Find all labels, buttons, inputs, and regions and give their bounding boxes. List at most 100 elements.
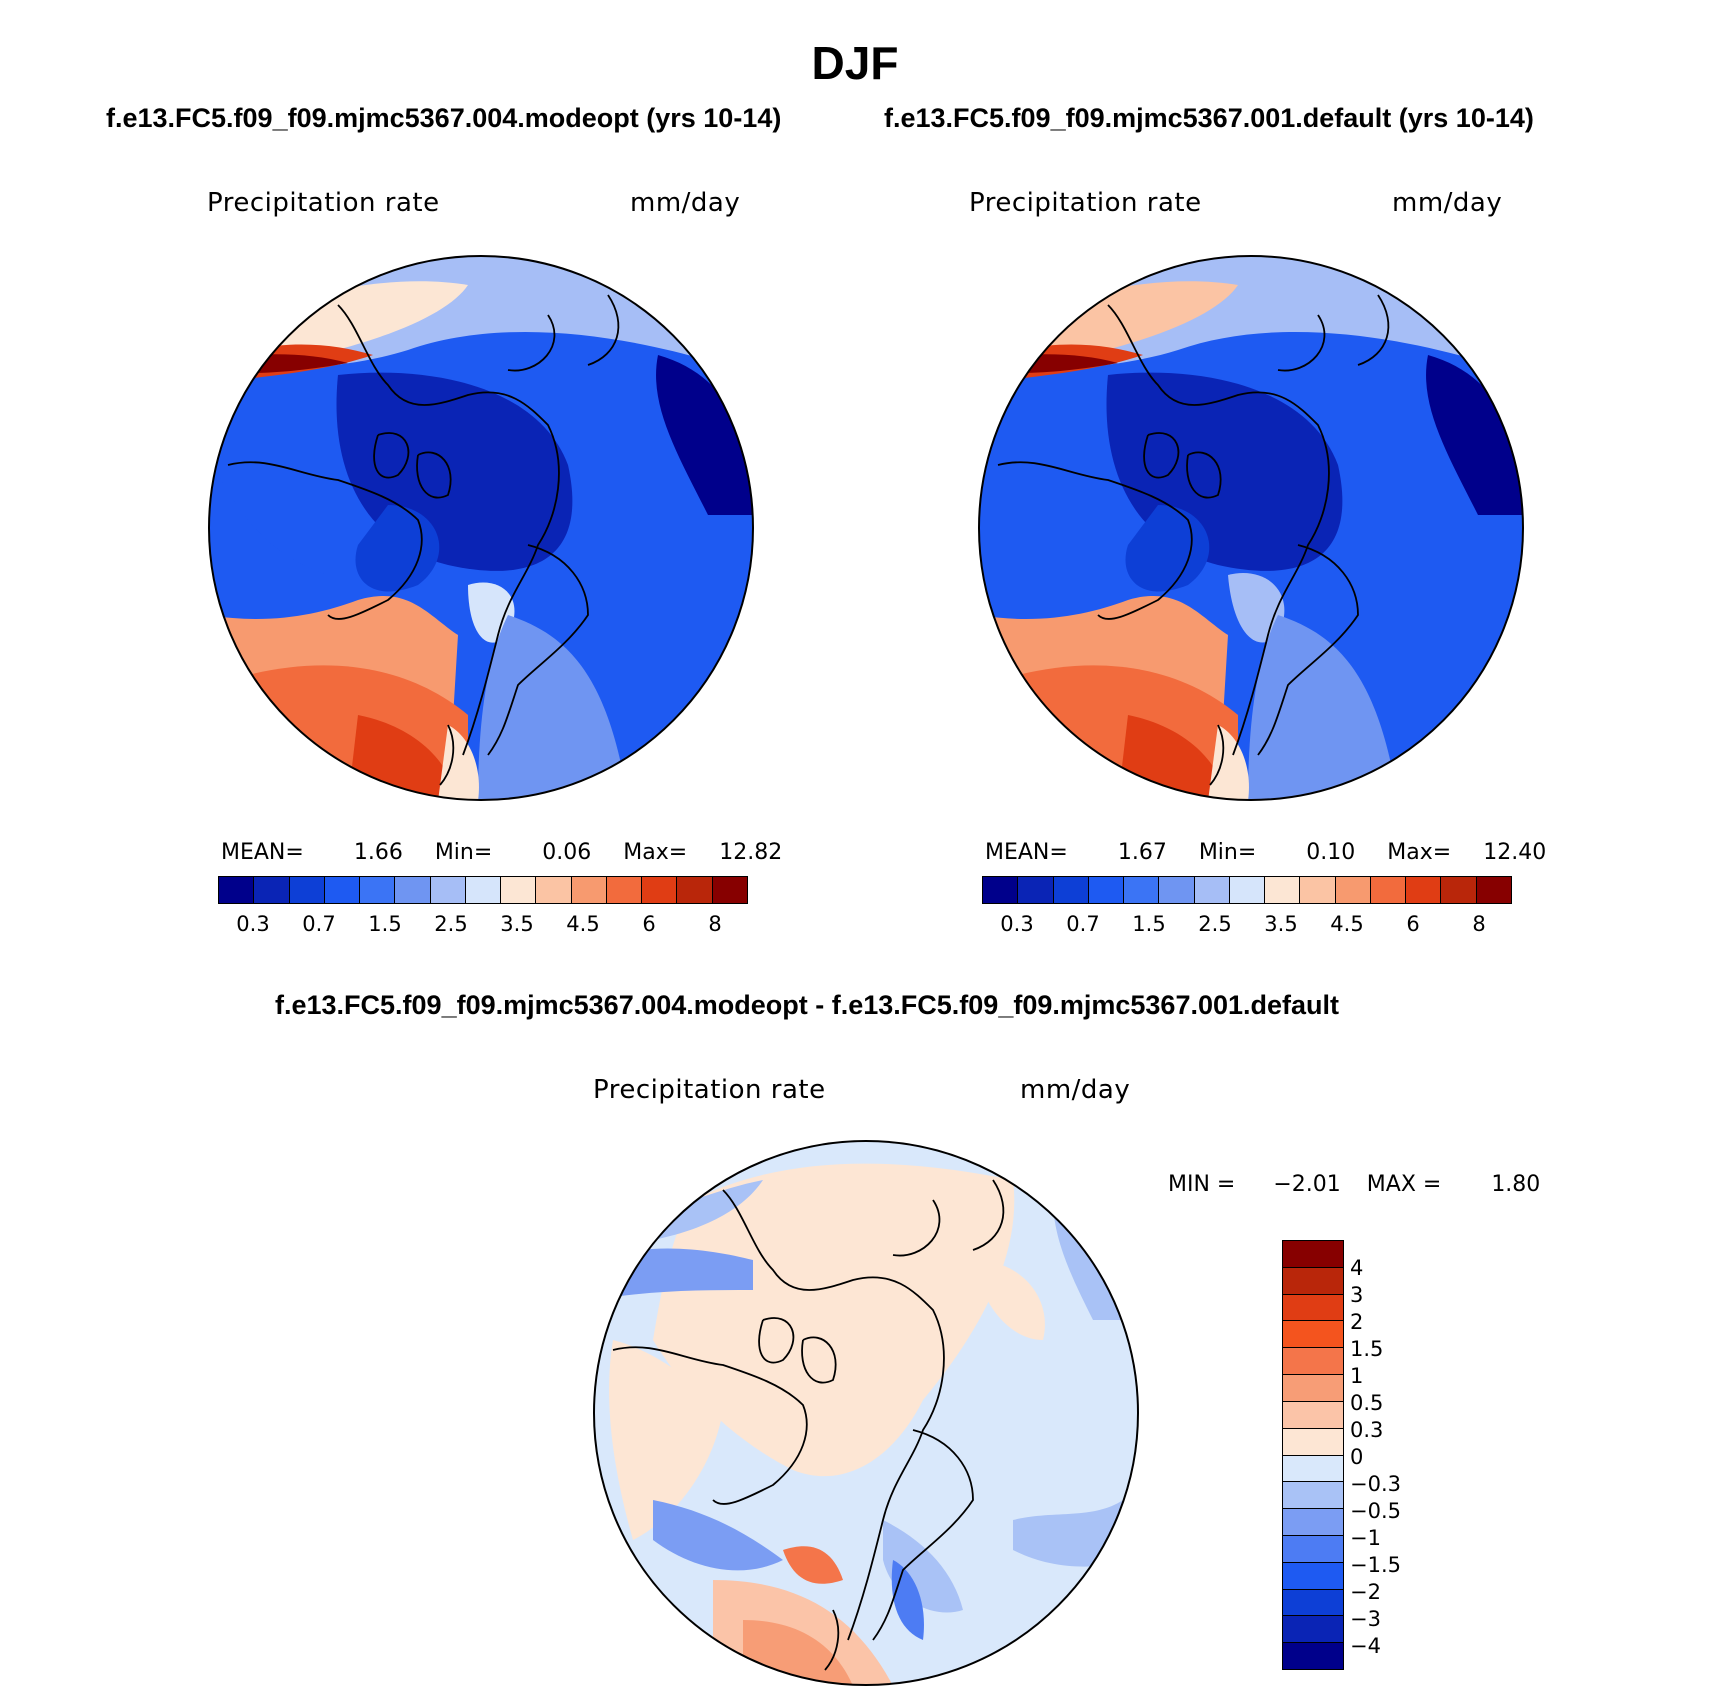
colorbar-swatch — [1264, 877, 1300, 903]
colorbar-swatch — [1283, 1481, 1343, 1509]
panel-2-mean-label: MEAN= — [985, 840, 1068, 865]
colorbar-swatch — [253, 877, 289, 903]
panel-2-max-label: Max= — [1387, 840, 1452, 865]
panel-1-colorbar — [218, 876, 748, 904]
panel-1-stats: MEAN= 1.66 Min= 0.06 Max= 12.82 — [221, 840, 782, 865]
diff-max-label: MAX = — [1366, 1172, 1442, 1197]
colorbar-swatch — [1283, 1454, 1343, 1482]
colorbar-tick: −4 — [1350, 1634, 1381, 1658]
colorbar-tick: 0 — [1350, 1445, 1364, 1469]
colorbar-swatch — [605, 877, 642, 903]
diff-panel-title: f.e13.FC5.f09_f09.mjmc5367.004.modeopt -… — [275, 990, 1340, 1020]
panel-1-max-value: 12.82 — [719, 840, 783, 865]
colorbar-tick: 2.5 — [1198, 912, 1232, 936]
panel-1-variable-label: Precipitation rate — [207, 188, 440, 218]
colorbar-swatch — [641, 877, 677, 903]
colorbar-swatch — [1087, 877, 1124, 903]
colorbar-swatch — [1283, 1347, 1343, 1375]
colorbar-swatch — [1193, 877, 1229, 903]
colorbar-tick: 8 — [1472, 912, 1486, 936]
colorbar-swatch — [1283, 1400, 1343, 1428]
diff-polar-map — [593, 1140, 1139, 1686]
colorbar-swatch — [1283, 1534, 1343, 1562]
colorbar-swatch — [1052, 877, 1088, 903]
colorbar-swatch — [570, 877, 606, 903]
colorbar-swatch — [1440, 877, 1476, 903]
colorbar-tick: 1.5 — [1132, 912, 1166, 936]
panel-1-units-label: mm/day — [630, 188, 741, 218]
colorbar-tick: 0.3 — [1000, 912, 1034, 936]
panel-2-case-title: f.e13.FC5.f09_f09.mjmc5367.001.default (… — [884, 103, 1534, 133]
diff-min-value: −2.01 — [1273, 1172, 1341, 1197]
colorbar-swatch — [535, 877, 571, 903]
colorbar-swatch — [429, 877, 465, 903]
colorbar-tick: 1.5 — [368, 912, 402, 936]
panel-2-mean-value: 1.67 — [1117, 840, 1167, 865]
panel-1-mean-label: MEAN= — [221, 840, 304, 865]
diff-units-label: mm/day — [1020, 1075, 1131, 1105]
colorbar-tick: 3.5 — [500, 912, 534, 936]
panel-2-min-value: 0.10 — [1306, 840, 1356, 865]
colorbar-tick: 0.7 — [1066, 912, 1100, 936]
colorbar-tick: 3 — [1350, 1283, 1364, 1307]
panel-1-min-label: Min= — [434, 840, 493, 865]
colorbar-swatch — [288, 877, 324, 903]
colorbar-tick: 0.3 — [236, 912, 270, 936]
colorbar-tick: −1.5 — [1350, 1553, 1401, 1577]
colorbar-swatch — [394, 877, 430, 903]
colorbar-tick: 4.5 — [1330, 912, 1364, 936]
colorbar-swatch — [1283, 1588, 1343, 1616]
colorbar-tick: 4 — [1350, 1256, 1364, 1280]
colorbar-tick: 2.5 — [434, 912, 468, 936]
colorbar-tick: 0.3 — [1350, 1418, 1384, 1442]
diff-stats: MIN = −2.01 MAX = 1.80 — [1168, 1172, 1540, 1197]
panel-1-min-value: 0.06 — [542, 840, 592, 865]
colorbar-swatch — [323, 877, 360, 903]
colorbar-tick: 8 — [708, 912, 722, 936]
colorbar-tick: 2 — [1350, 1310, 1364, 1334]
colorbar-swatch — [676, 877, 712, 903]
colorbar-swatch — [1405, 877, 1441, 903]
colorbar-tick: −1 — [1350, 1526, 1381, 1550]
colorbar-tick: −3 — [1350, 1607, 1381, 1631]
colorbar-swatch — [1283, 1508, 1343, 1535]
colorbar-tick: 6 — [642, 912, 656, 936]
colorbar-swatch — [1283, 1427, 1343, 1455]
colorbar-tick: 1.5 — [1350, 1337, 1384, 1361]
diff-min-label: MIN = — [1168, 1172, 1236, 1197]
colorbar-swatch — [1123, 877, 1159, 903]
colorbar-tick: 4.5 — [566, 912, 600, 936]
colorbar-swatch — [1334, 877, 1370, 903]
colorbar-tick: −0.3 — [1350, 1472, 1401, 1496]
panel-2-colorbar-ticks: 0.3 0.7 1.5 2.5 3.5 4.5 6 8 — [982, 912, 1510, 942]
colorbar-swatch — [359, 877, 395, 903]
colorbar-swatch — [1158, 877, 1194, 903]
colorbar-swatch — [1283, 1561, 1343, 1589]
colorbar-swatch — [1228, 877, 1265, 903]
colorbar-swatch — [219, 877, 254, 903]
colorbar-swatch — [1283, 1241, 1343, 1267]
colorbar-swatch — [1283, 1293, 1343, 1321]
panel-2-units-label: mm/day — [1392, 188, 1503, 218]
colorbar-swatch — [464, 877, 501, 903]
panel-2-colorbar — [982, 876, 1512, 904]
colorbar-tick: −2 — [1350, 1580, 1381, 1604]
colorbar-tick: 3.5 — [1264, 912, 1298, 936]
colorbar-swatch — [1475, 877, 1511, 903]
colorbar-swatch — [1283, 1374, 1343, 1401]
colorbar-tick: 0.5 — [1350, 1391, 1384, 1415]
colorbar-swatch — [1283, 1615, 1343, 1643]
diff-variable-label: Precipitation rate — [593, 1075, 826, 1105]
diff-colorbar — [1282, 1240, 1344, 1670]
figure-title: DJF — [811, 37, 899, 89]
panel-1-polar-map — [208, 255, 754, 801]
panel-1-colorbar-ticks: 0.3 0.7 1.5 2.5 3.5 4.5 6 8 — [218, 912, 746, 942]
panel-1-case-title: f.e13.FC5.f09_f09.mjmc5367.004.modeopt (… — [106, 103, 782, 133]
colorbar-tick: 0.7 — [302, 912, 336, 936]
diff-colorbar-ticks: 4 3 2 1.5 1 0.5 0.3 0 −0.3 −0.5 −1 −1.5 … — [1350, 1240, 1430, 1670]
panel-1-max-label: Max= — [623, 840, 688, 865]
colorbar-swatch — [1017, 877, 1053, 903]
colorbar-swatch — [1283, 1266, 1343, 1294]
colorbar-swatch — [1369, 877, 1406, 903]
colorbar-tick: −0.5 — [1350, 1499, 1401, 1523]
